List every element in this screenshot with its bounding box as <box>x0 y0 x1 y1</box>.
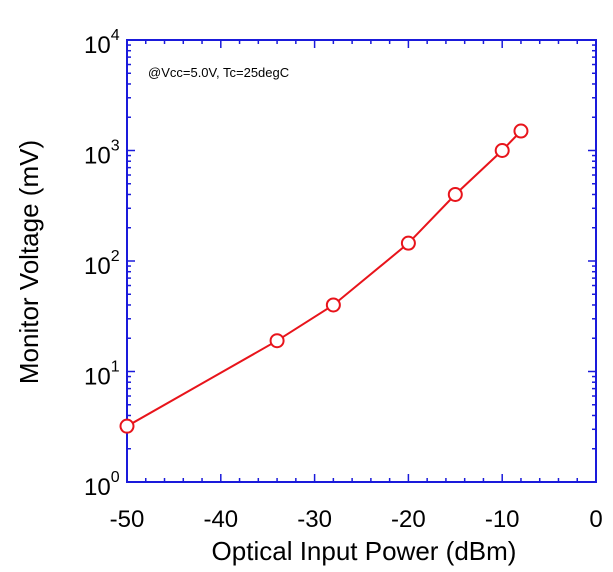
x-tick-label: -30 <box>297 506 332 533</box>
x-tick-label: -10 <box>485 506 520 533</box>
y-tick-label: 101 <box>84 359 120 391</box>
data-point <box>325 297 341 313</box>
y-tick-label: 103 <box>84 138 120 170</box>
y-tick-label: 100 <box>84 469 120 501</box>
annotation: @Vcc=5.0V, Tc=25degC <box>148 65 289 80</box>
series-layer <box>119 123 529 434</box>
data-point <box>494 143 510 158</box>
x-tick-label: -50 <box>110 506 145 533</box>
series-line <box>126 130 522 428</box>
minor-ticks <box>126 40 597 483</box>
x-axis-label: Optical Input Power (dBm) <box>212 536 517 566</box>
x-tick-label: -40 <box>203 506 238 533</box>
plot-frame <box>126 39 597 483</box>
y-tick-labels: 100 101 102 103 104 <box>84 27 120 501</box>
data-point <box>513 123 529 139</box>
data-point <box>400 235 416 251</box>
x-tick-label: 0 <box>589 506 602 533</box>
data-point <box>447 186 463 202</box>
y-tick-label: 104 <box>84 27 120 59</box>
x-tick-labels: -50 -40 -30 -20 -10 0 <box>110 506 603 533</box>
data-point <box>269 333 285 349</box>
y-axis-label: Monitor Voltage (mV) <box>14 140 44 384</box>
y-tick-label: 102 <box>84 248 120 280</box>
data-point <box>119 418 135 434</box>
x-tick-label: -20 <box>391 506 426 533</box>
plot-frame-group <box>126 39 597 483</box>
